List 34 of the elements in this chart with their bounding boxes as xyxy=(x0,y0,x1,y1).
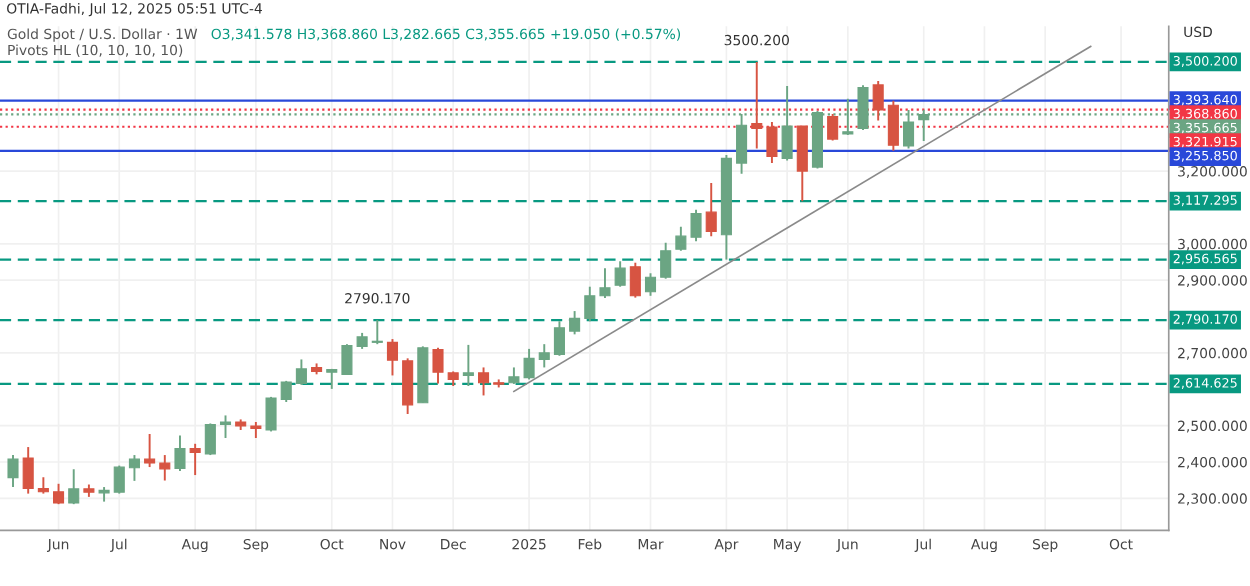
candlestick xyxy=(705,182,717,238)
candlestick xyxy=(371,319,383,346)
candlestick xyxy=(751,60,763,150)
candlestick xyxy=(538,343,550,369)
candlestick xyxy=(629,261,641,299)
candlestick xyxy=(219,414,232,439)
candlestick xyxy=(159,454,171,482)
candlestick xyxy=(128,454,140,482)
candlestick xyxy=(295,358,307,386)
candlestick xyxy=(584,285,596,323)
candlestick xyxy=(766,121,778,165)
candlestick xyxy=(402,357,414,415)
candlestick xyxy=(204,422,216,457)
candlestick xyxy=(660,241,672,280)
candlestick xyxy=(827,113,839,142)
candlestick xyxy=(887,99,899,152)
candlestick xyxy=(478,366,490,397)
candlestick xyxy=(113,464,125,495)
candlestick xyxy=(432,346,444,385)
candlestick xyxy=(22,446,34,495)
candlestick xyxy=(553,320,565,357)
candlestick xyxy=(796,125,808,203)
candlestick xyxy=(189,442,201,477)
candlestick xyxy=(599,267,611,299)
candlestick xyxy=(614,260,626,288)
candlestick xyxy=(7,454,19,489)
candlestick xyxy=(644,272,657,297)
candlestick xyxy=(386,338,399,377)
candlestick xyxy=(462,343,474,387)
candlestick xyxy=(174,434,186,473)
candlestick xyxy=(144,433,156,469)
candlestick xyxy=(872,79,884,122)
candlestick xyxy=(569,310,581,336)
candlestick xyxy=(68,468,80,506)
